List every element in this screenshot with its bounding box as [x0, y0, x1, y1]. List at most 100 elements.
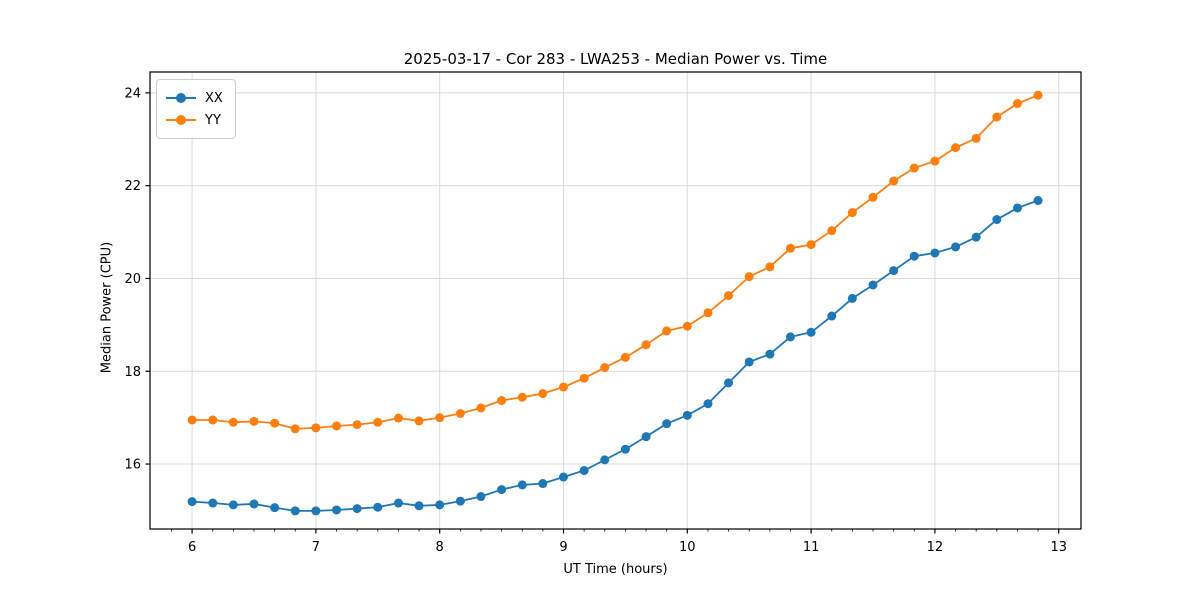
data-point-xx [868, 280, 878, 290]
data-point-yy [765, 262, 775, 272]
data-point-xx [249, 499, 259, 509]
data-point-yy [517, 392, 527, 402]
data-point-yy [435, 413, 445, 423]
data-point-xx [435, 500, 445, 510]
data-point-yy [373, 417, 383, 427]
data-point-xx [414, 501, 424, 511]
data-point-yy [332, 421, 342, 431]
data-point-yy [579, 373, 589, 383]
data-point-yy [249, 416, 259, 426]
data-point-xx [971, 232, 981, 242]
data-point-xx [951, 242, 961, 252]
data-point-xx [724, 378, 734, 388]
data-point-yy [1012, 99, 1022, 109]
data-point-xx [559, 472, 569, 482]
data-point-yy [641, 340, 651, 350]
data-point-xx [208, 498, 218, 508]
y-tick-label: 22 [124, 179, 141, 194]
x-tick-label: 6 [188, 540, 196, 555]
data-point-xx [476, 492, 486, 502]
legend-entry-xx: XX [166, 87, 223, 109]
data-point-yy [1033, 90, 1043, 100]
data-point-yy [806, 240, 816, 250]
x-tick-label: 13 [1050, 540, 1067, 555]
data-point-yy [538, 389, 548, 399]
data-point-xx [703, 399, 713, 409]
data-point-xx [1012, 203, 1022, 213]
data-point-yy [290, 424, 300, 434]
data-point-yy [827, 226, 837, 236]
data-point-xx [806, 327, 816, 337]
data-point-xx [1033, 196, 1043, 206]
data-point-xx [992, 215, 1002, 225]
legend-label-xx: XX [205, 90, 223, 106]
data-point-yy [724, 291, 734, 301]
data-point-yy [889, 176, 899, 186]
data-point-yy [971, 133, 981, 143]
data-point-xx [827, 311, 837, 321]
data-point-yy [600, 363, 610, 373]
data-point-yy [455, 408, 465, 418]
data-point-yy [497, 395, 507, 405]
data-point-xx [497, 485, 507, 495]
legend: XX YY [156, 79, 236, 139]
data-point-xx [620, 444, 630, 454]
data-point-yy [744, 272, 754, 282]
data-point-xx [187, 497, 197, 507]
data-point-xx [765, 349, 775, 359]
data-point-yy [847, 208, 857, 218]
x-tick-label: 7 [312, 540, 320, 555]
data-point-xx [538, 479, 548, 489]
data-point-yy [868, 192, 878, 202]
data-point-xx [517, 480, 527, 490]
data-point-xx [909, 251, 919, 261]
series-line-yy [192, 94, 1039, 430]
yy-series-marker-icon [166, 115, 196, 125]
data-point-yy [909, 163, 919, 173]
legend-entry-yy: YY [166, 109, 223, 131]
data-point-yy [228, 417, 238, 427]
data-point-yy [992, 112, 1002, 122]
chart-title: 2025-03-17 - Cor 283 - LWA253 - Median P… [403, 50, 828, 68]
data-point-xx [600, 455, 610, 465]
x-axis-label: UT Time (hours) [563, 562, 668, 577]
data-point-xx [352, 504, 362, 514]
data-point-xx [930, 248, 940, 258]
data-point-xx [332, 505, 342, 515]
data-point-yy [662, 326, 672, 336]
x-tick-label: 12 [927, 540, 944, 555]
data-point-yy [703, 308, 713, 318]
data-point-yy [682, 321, 692, 331]
data-point-yy [352, 420, 362, 430]
data-point-xx [311, 506, 321, 516]
data-point-xx [228, 500, 238, 510]
data-point-yy [311, 423, 321, 433]
data-point-xx [290, 506, 300, 516]
data-point-yy [951, 143, 961, 153]
data-point-yy [414, 416, 424, 426]
x-tick-label: 11 [803, 540, 820, 555]
data-point-xx [455, 496, 465, 506]
data-point-yy [559, 382, 569, 392]
y-tick-label: 16 [124, 458, 141, 473]
data-point-yy [620, 352, 630, 362]
xx-series-marker-icon [166, 93, 196, 103]
data-point-yy [393, 413, 403, 423]
plot-border [149, 71, 1082, 530]
data-point-xx [270, 503, 280, 513]
data-point-xx [579, 466, 589, 476]
y-tick-label: 20 [124, 272, 141, 287]
data-point-xx [744, 357, 754, 367]
data-point-yy [476, 403, 486, 413]
data-point-xx [889, 266, 899, 276]
data-point-yy [270, 418, 280, 428]
x-tick-label: 10 [679, 540, 696, 555]
data-point-yy [785, 243, 795, 253]
legend-label-yy: YY [205, 112, 221, 128]
x-tick-label: 8 [436, 540, 444, 555]
data-point-xx [662, 419, 672, 429]
y-tick-label: 24 [124, 86, 141, 101]
data-point-xx [682, 410, 692, 420]
